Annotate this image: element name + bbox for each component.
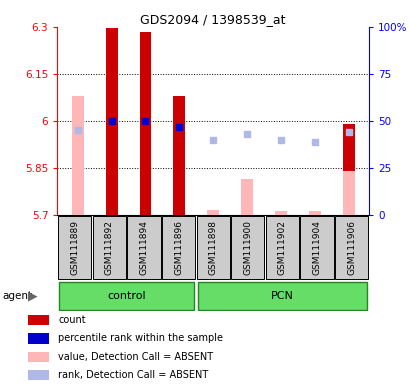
Text: agent: agent — [2, 291, 32, 301]
Text: GSM111900: GSM111900 — [243, 220, 252, 275]
Bar — [59, 282, 194, 310]
Title: GDS2094 / 1398539_at: GDS2094 / 1398539_at — [140, 13, 285, 26]
Text: GSM111896: GSM111896 — [174, 220, 183, 275]
Bar — [106, 28, 117, 215]
Text: ▶: ▶ — [28, 289, 37, 302]
Bar — [92, 216, 126, 279]
Bar — [334, 216, 367, 279]
Bar — [28, 370, 49, 380]
Text: GSM111906: GSM111906 — [346, 220, 355, 275]
Text: GSM111904: GSM111904 — [312, 220, 321, 275]
Bar — [342, 124, 354, 215]
Bar — [162, 216, 195, 279]
Bar — [28, 315, 49, 325]
Bar — [28, 351, 49, 362]
Bar — [139, 31, 151, 215]
Text: rank, Detection Call = ABSENT: rank, Detection Call = ABSENT — [58, 370, 208, 380]
Text: GSM111892: GSM111892 — [105, 220, 114, 275]
Bar — [240, 179, 252, 215]
Bar — [265, 216, 298, 279]
Text: PCN: PCN — [270, 291, 293, 301]
Bar — [196, 216, 229, 279]
Bar — [72, 96, 83, 215]
Bar — [274, 211, 286, 215]
Text: GSM111902: GSM111902 — [277, 220, 286, 275]
Bar — [28, 333, 49, 344]
Text: percentile rank within the sample: percentile rank within the sample — [58, 333, 223, 343]
Bar — [300, 216, 333, 279]
Bar — [207, 210, 218, 215]
Bar — [342, 171, 354, 215]
Bar — [308, 211, 320, 215]
Text: value, Detection Call = ABSENT: value, Detection Call = ABSENT — [58, 352, 213, 362]
Text: count: count — [58, 315, 86, 325]
Bar — [173, 96, 185, 215]
Bar — [58, 216, 91, 279]
Text: GSM111889: GSM111889 — [70, 220, 79, 275]
Bar — [231, 216, 264, 279]
Text: control: control — [107, 291, 146, 301]
Bar — [197, 282, 366, 310]
Bar — [127, 216, 160, 279]
Text: GSM111894: GSM111894 — [139, 220, 148, 275]
Text: GSM111898: GSM111898 — [208, 220, 217, 275]
